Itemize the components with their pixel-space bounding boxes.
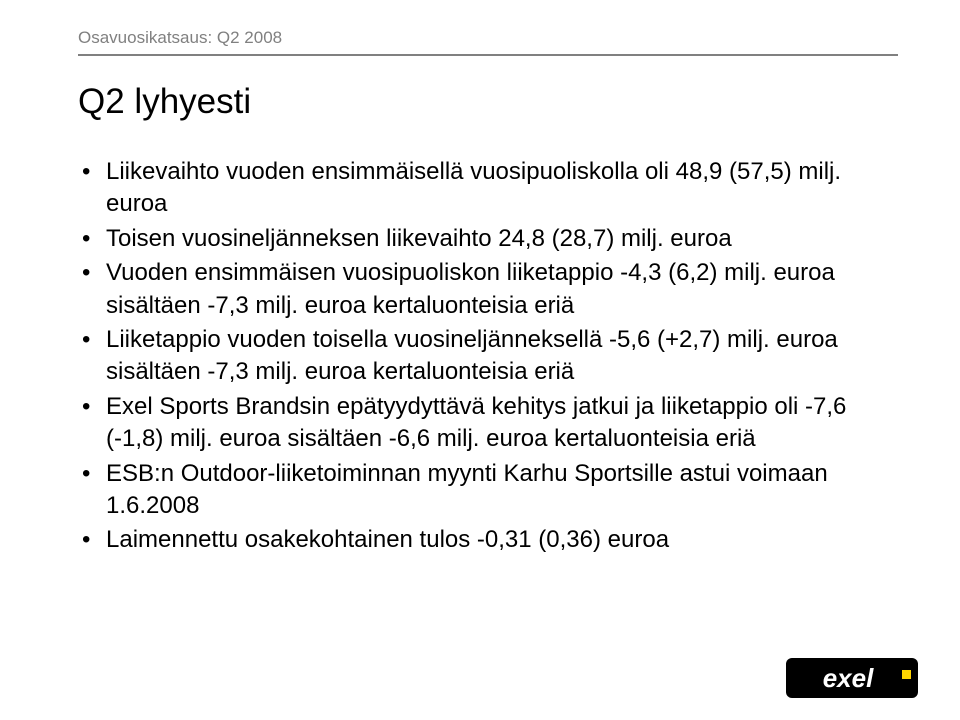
list-item: Laimennettu osakekohtainen tulos -0,31 (…: [82, 524, 900, 556]
header-label: Osavuosikatsaus: Q2 2008: [78, 28, 900, 48]
list-item: ESB:n Outdoor-liiketoiminnan myynti Karh…: [82, 458, 900, 523]
exel-logo-icon: exel: [786, 658, 918, 698]
slide: Osavuosikatsaus: Q2 2008 Q2 lyhyesti Lii…: [0, 0, 960, 720]
list-item: Liikevaihto vuoden ensimmäisellä vuosipu…: [82, 156, 900, 221]
list-item: Vuoden ensimmäisen vuosipuoliskon liiket…: [82, 257, 900, 322]
slide-title: Q2 lyhyesti: [78, 82, 900, 122]
list-item: Exel Sports Brandsin epätyydyttävä kehit…: [82, 391, 900, 456]
header-divider: [78, 54, 898, 56]
svg-text:exel: exel: [823, 663, 874, 693]
bullet-list: Liikevaihto vuoden ensimmäisellä vuosipu…: [78, 156, 900, 557]
list-item: Toisen vuosineljänneksen liikevaihto 24,…: [82, 223, 900, 255]
list-item: Liiketappio vuoden toisella vuosineljänn…: [82, 324, 900, 389]
